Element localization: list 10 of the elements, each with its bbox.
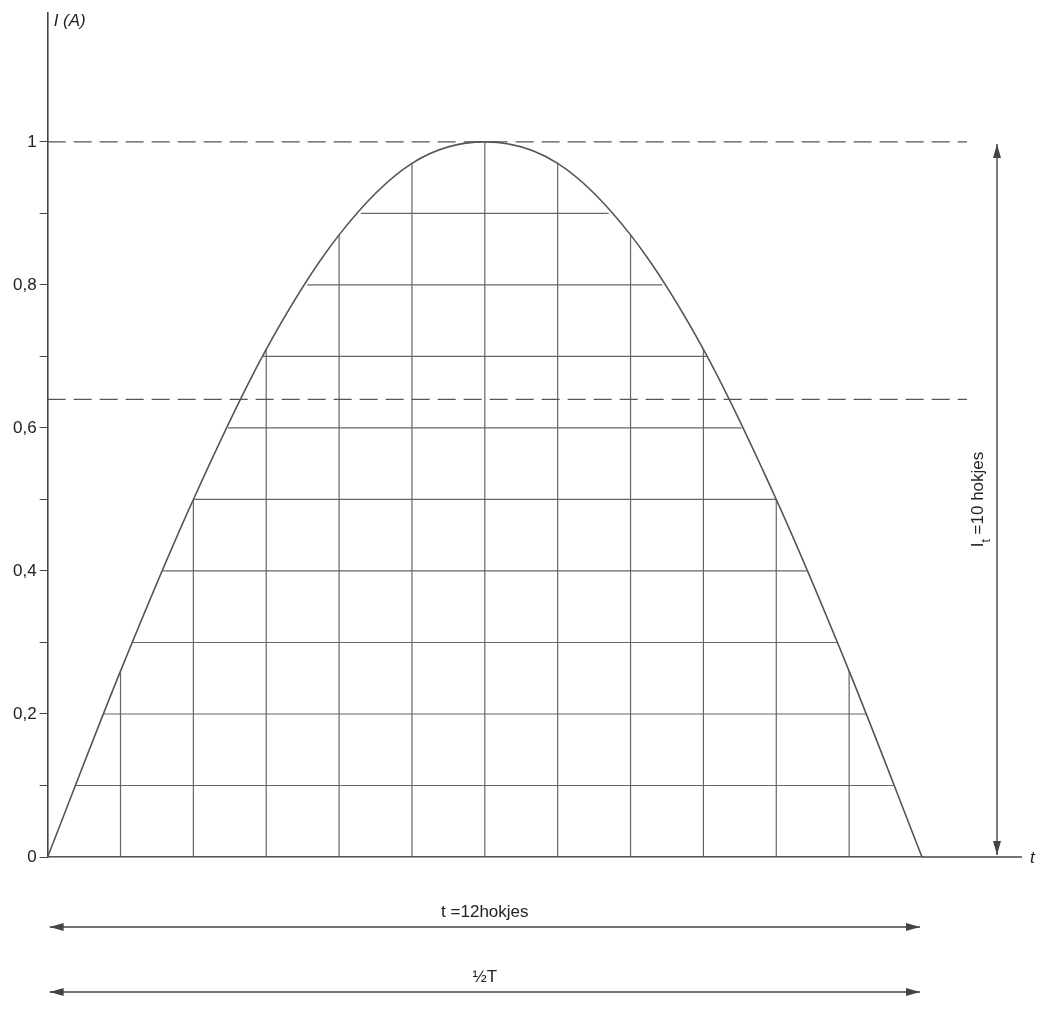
y-tick-label: 1 (27, 131, 37, 151)
y-axis-title: I (A) (53, 10, 86, 30)
y-tick-label: 0,6 (12, 417, 37, 437)
text: t =12hokjes (441, 902, 529, 921)
text: ½T (472, 967, 498, 986)
y-tick-label: 0 (27, 846, 37, 866)
y-tick-label: 0,8 (12, 274, 37, 294)
y-tick-label: 0,2 (12, 703, 37, 723)
y-tick-label: 0,4 (12, 560, 37, 580)
text: t (1030, 848, 1036, 867)
